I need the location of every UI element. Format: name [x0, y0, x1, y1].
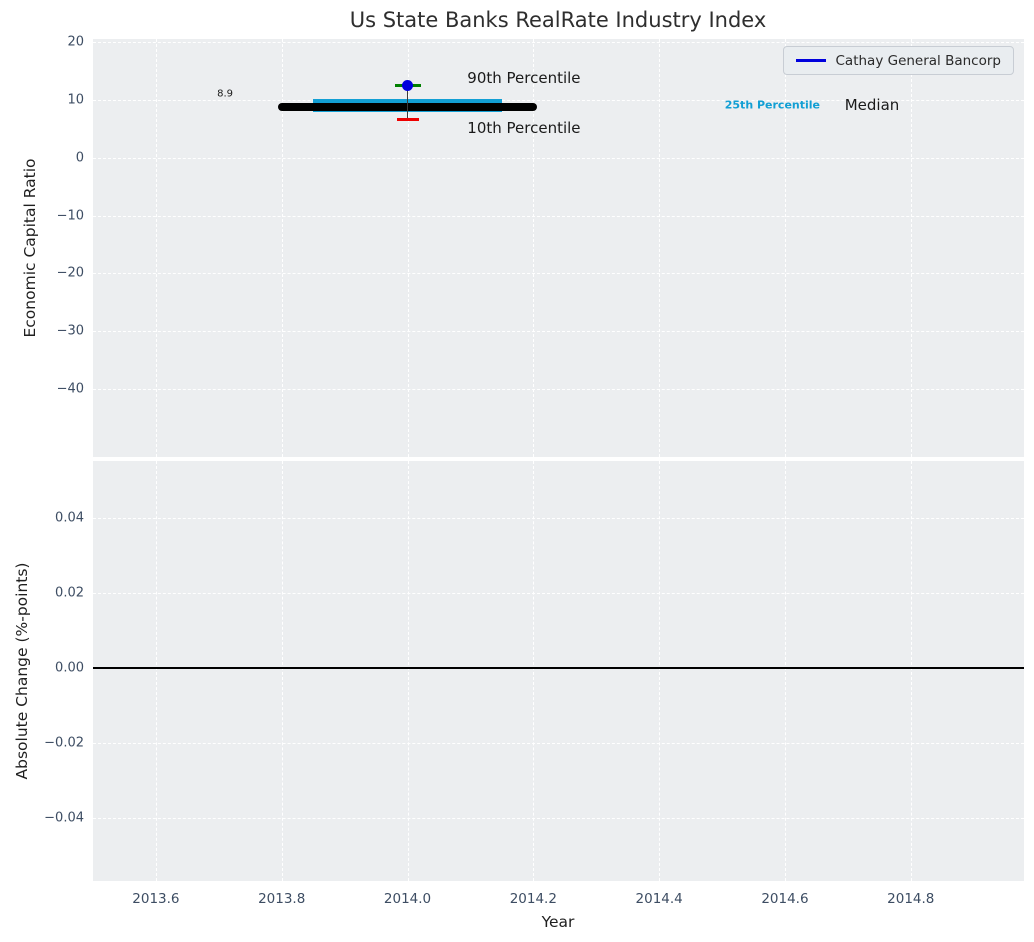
gridline-vertical: [533, 39, 535, 457]
x-tick-label: 2013.6: [132, 891, 180, 907]
gridline-horizontal: [93, 388, 1024, 390]
y-tick-label: −30: [56, 323, 84, 339]
gridline-vertical: [910, 39, 912, 457]
y-tick-label: 0.00: [55, 660, 84, 676]
gridline-horizontal: [93, 818, 1024, 819]
legend-line-swatch: [795, 59, 826, 62]
y-tick-label: −10: [56, 208, 84, 224]
y-axis-label-top: Economic Capital Ratio: [21, 158, 39, 338]
gridline-horizontal: [93, 42, 1024, 44]
gridline-vertical: [659, 39, 661, 457]
y-tick-label: 0: [75, 150, 84, 166]
errorbar-cap-10: [396, 117, 419, 121]
gridline-vertical: [784, 461, 786, 881]
company-point: [402, 79, 414, 91]
x-tick-label: 2014.4: [635, 891, 683, 907]
gridline-vertical: [407, 39, 409, 457]
gridline-vertical: [659, 461, 661, 881]
x-tick-label: 2014.2: [509, 891, 557, 907]
y-tick-label: −40: [56, 381, 84, 397]
gridline-horizontal: [93, 215, 1024, 217]
annotation-p90-label: 90th Percentile: [467, 68, 581, 87]
legend: Cathay General Bancorp: [782, 46, 1014, 75]
y-tick-label: −20: [56, 265, 84, 281]
x-tick-label: 2014.0: [383, 891, 432, 907]
gridline-vertical: [407, 461, 409, 881]
y-tick-label: −0.04: [44, 810, 84, 826]
legend-label: Cathay General Bancorp: [835, 52, 1002, 69]
x-tick-label: 2014.8: [887, 891, 935, 907]
gridline-vertical: [910, 461, 912, 881]
gridline-horizontal: [93, 100, 1024, 102]
axes-economic-capital-ratio: 8.9 90th Percentile 10th Percentile 25th Pe…: [93, 39, 1024, 457]
gridline-horizontal: [93, 157, 1024, 159]
x-axis-label: Year: [541, 913, 575, 931]
gridline-vertical: [281, 39, 283, 457]
gridline-horizontal: [93, 593, 1024, 594]
gridline-vertical: [281, 461, 283, 881]
y-tick-label: 0.04: [55, 510, 84, 526]
y-tick-label: 10: [67, 92, 84, 108]
zero-line: [93, 667, 1024, 669]
y-tick-label: 0.02: [55, 585, 84, 601]
gridline-horizontal: [93, 273, 1024, 275]
gridline-horizontal: [93, 743, 1024, 744]
gridline-vertical: [784, 39, 786, 457]
axes-absolute-change: [93, 461, 1024, 881]
y-tick-label: 20: [67, 34, 84, 50]
gridline-horizontal: [93, 331, 1024, 333]
annotation-median-value-label: 8.9: [217, 88, 234, 100]
gridline-vertical: [155, 461, 157, 881]
gridline-horizontal: [93, 518, 1024, 519]
x-tick-label: 2013.8: [258, 891, 306, 907]
annotation-p25-inline-label: 25th Percentile: [724, 98, 820, 112]
annotation-p10-label: 10th Percentile: [467, 118, 581, 137]
x-tick-label: 2014.6: [761, 891, 809, 907]
gridline-vertical: [155, 39, 157, 457]
errorbar-line: [406, 85, 409, 120]
gridline-vertical: [533, 461, 535, 881]
chart-title: Us State Banks RealRate Industry Index: [349, 8, 767, 32]
y-tick-label: −0.02: [44, 735, 84, 751]
annotation-median-inline-label: Median: [844, 96, 900, 115]
